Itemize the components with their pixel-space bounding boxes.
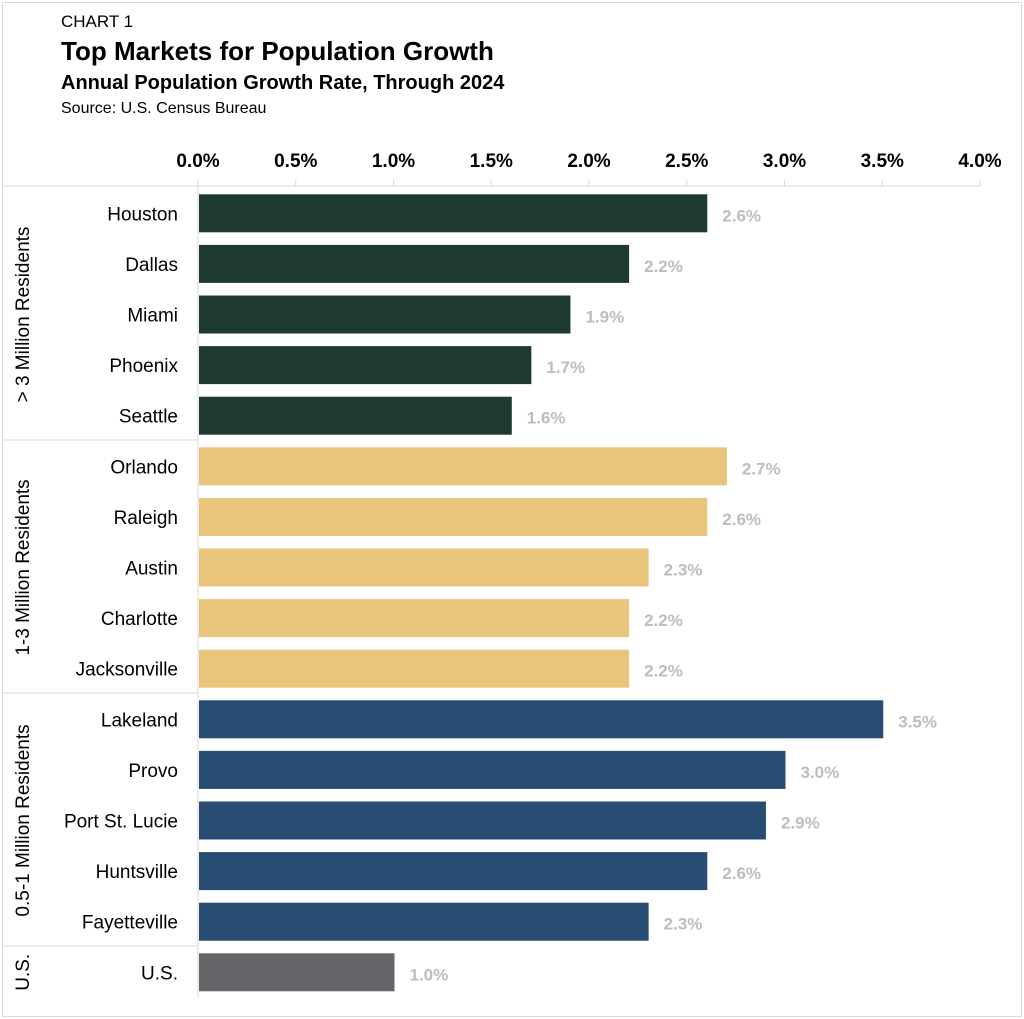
x-tick-label: 0.5% <box>274 151 317 172</box>
bar <box>199 801 766 840</box>
category-label: Lakeland <box>101 710 178 731</box>
frame-right-border <box>1021 2 1022 1017</box>
bar <box>199 396 512 435</box>
data-label: 2.3% <box>664 561 703 580</box>
category-label: U.S. <box>141 963 178 984</box>
bar <box>199 244 630 283</box>
bar <box>199 953 395 992</box>
bar <box>199 649 630 688</box>
data-label: 3.0% <box>801 763 840 782</box>
data-label: 2.6% <box>722 206 761 225</box>
bar <box>199 548 649 587</box>
chart-subtitle: Annual Population Growth Rate, Through 2… <box>61 72 505 94</box>
data-label: 3.5% <box>898 712 937 731</box>
chart-source: Source: U.S. Census Bureau <box>61 100 267 117</box>
bar <box>199 750 786 789</box>
category-label: Fayetteville <box>82 913 178 934</box>
frame-bottom-border <box>2 1016 1022 1017</box>
group-label: U.S. <box>13 954 34 991</box>
bar <box>199 497 708 536</box>
x-tick-label: 1.0% <box>372 151 415 172</box>
category-label: Jacksonville <box>76 660 178 681</box>
data-label: 2.2% <box>644 611 683 630</box>
frame-left-border <box>2 2 3 1017</box>
data-label: 2.6% <box>722 510 761 529</box>
data-label: 2.3% <box>664 915 703 934</box>
chart-label: CHART 1 <box>61 12 134 31</box>
group-label: > 3 Million Residents <box>13 227 34 403</box>
category-label: Provo <box>128 761 178 782</box>
x-tick-label: 2.5% <box>665 151 708 172</box>
bar <box>199 599 630 638</box>
bar <box>199 902 649 941</box>
category-label: Dallas <box>125 255 178 276</box>
category-label: Raleigh <box>114 508 178 529</box>
data-label: 2.2% <box>644 257 683 276</box>
bar <box>199 194 708 233</box>
x-tick-label: 2.0% <box>567 151 610 172</box>
data-label: 2.9% <box>781 814 820 833</box>
x-tick-label: 3.0% <box>763 151 806 172</box>
data-label: 2.2% <box>644 662 683 681</box>
category-label: Huntsville <box>96 862 178 883</box>
data-label: 1.9% <box>585 308 624 327</box>
data-label: 2.6% <box>722 864 761 883</box>
x-tick-label: 1.5% <box>470 151 513 172</box>
data-label: 1.7% <box>546 358 585 377</box>
x-tick-label: 4.0% <box>958 151 1001 172</box>
data-label: 2.7% <box>742 459 781 478</box>
group-label: 0.5-1 Million Residents <box>13 724 34 916</box>
frame-top-border <box>2 2 1022 3</box>
bar <box>199 346 532 385</box>
category-label: Miami <box>127 306 178 327</box>
data-label: 1.0% <box>410 965 449 984</box>
bar <box>199 852 708 891</box>
category-label: Orlando <box>110 457 178 478</box>
x-tick-label: 3.5% <box>861 151 904 172</box>
bar <box>199 700 884 739</box>
x-tick-label: 0.0% <box>176 151 219 172</box>
chart-title: Top Markets for Population Growth <box>61 36 494 66</box>
bar <box>199 447 727 486</box>
category-label: Charlotte <box>101 609 178 630</box>
bar <box>199 295 571 334</box>
data-label: 1.6% <box>527 409 566 428</box>
group-label: 1-3 Million Residents <box>13 479 34 655</box>
category-label: Houston <box>107 204 178 225</box>
category-label: Austin <box>125 559 178 580</box>
category-label: Phoenix <box>109 356 178 377</box>
category-label: Port St. Lucie <box>64 812 178 833</box>
category-label: Seattle <box>119 407 178 428</box>
